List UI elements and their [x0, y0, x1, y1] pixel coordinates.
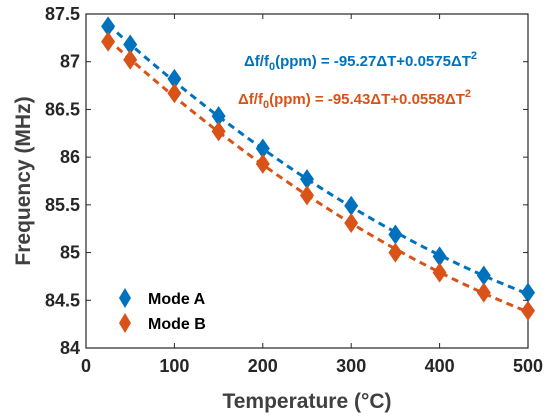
marker-mode-a [521, 282, 535, 303]
fit-line-mode-b [107, 38, 529, 314]
eq-b-delta: Δ [238, 91, 249, 108]
y-tick-label: 85.5 [45, 195, 80, 215]
marker-mode-b [521, 300, 535, 321]
eq-a-body: (ppm) = -95.27ΔT+0.0575ΔT [275, 53, 471, 70]
marker-mode-a [211, 106, 226, 127]
x-tick-label: 0 [81, 356, 91, 376]
x-tick-label: 300 [336, 356, 366, 376]
marker-mode-b [388, 242, 403, 263]
legend: Mode A Mode B [119, 288, 206, 333]
marker-mode-b [344, 212, 359, 233]
data-markers [101, 16, 535, 321]
marker-mode-b [300, 185, 314, 206]
marker-mode-b [167, 83, 182, 104]
marker-mode-a [255, 138, 270, 159]
marker-mode-a [123, 34, 138, 55]
y-tick-label: 86 [60, 147, 80, 167]
marker-mode-a [432, 246, 447, 267]
fit-line-mode-a [107, 23, 529, 296]
legend-marker-mode-a [119, 288, 131, 308]
eq-a-sub: 0 [269, 61, 275, 73]
eq-b-sub: 0 [263, 99, 269, 111]
y-tick-label: 84 [60, 338, 80, 358]
fit-lines [107, 23, 529, 314]
marker-mode-a [167, 68, 182, 89]
x-axis-title: Temperature (°C) [222, 390, 391, 413]
marker-mode-a [101, 16, 116, 37]
legend-marker-mode-b [119, 313, 131, 333]
marker-mode-a [300, 169, 314, 190]
x-tick-label: 100 [159, 356, 189, 376]
eq-a-delta: Δ [244, 53, 255, 70]
x-tick-label: 200 [248, 356, 278, 376]
marker-mode-b [101, 31, 116, 52]
marker-mode-b [255, 153, 270, 174]
y-tick-label: 85 [60, 243, 80, 263]
marker-mode-b [432, 262, 447, 283]
y-tick-label: 87 [60, 52, 80, 72]
legend-label-mode-a: Mode A [148, 291, 206, 308]
marker-mode-a [388, 224, 403, 245]
axis-ticks [85, 13, 529, 349]
eq-b-sup: 2 [465, 88, 471, 100]
y-tick-label: 86.5 [45, 99, 80, 119]
eq-a-f: f/f [255, 53, 270, 70]
marker-mode-b [123, 49, 138, 70]
y-tick-label: 84.5 [45, 290, 80, 310]
legend-label-mode-b: Mode B [148, 316, 206, 333]
marker-mode-a [476, 265, 491, 286]
equation-mode-a: Δf/f0(ppm) = -95.27ΔT+0.0575ΔT2 [244, 50, 477, 73]
marker-mode-b [211, 121, 226, 142]
marker-mode-a [344, 195, 359, 216]
eq-b-f: f/f [249, 91, 264, 108]
y-tick-label: 87.5 [45, 4, 80, 24]
y-axis-title: Frequency (MHz) [12, 96, 35, 265]
x-tick-label: 500 [513, 356, 543, 376]
marker-mode-b [476, 282, 491, 303]
eq-a-sup: 2 [471, 50, 477, 62]
x-tick-label: 400 [425, 356, 455, 376]
eq-b-body: (ppm) = -95.43ΔT+0.0558ΔT [269, 91, 465, 108]
equation-mode-b: Δf/f0(ppm) = -95.43ΔT+0.0558ΔT2 [238, 88, 471, 111]
